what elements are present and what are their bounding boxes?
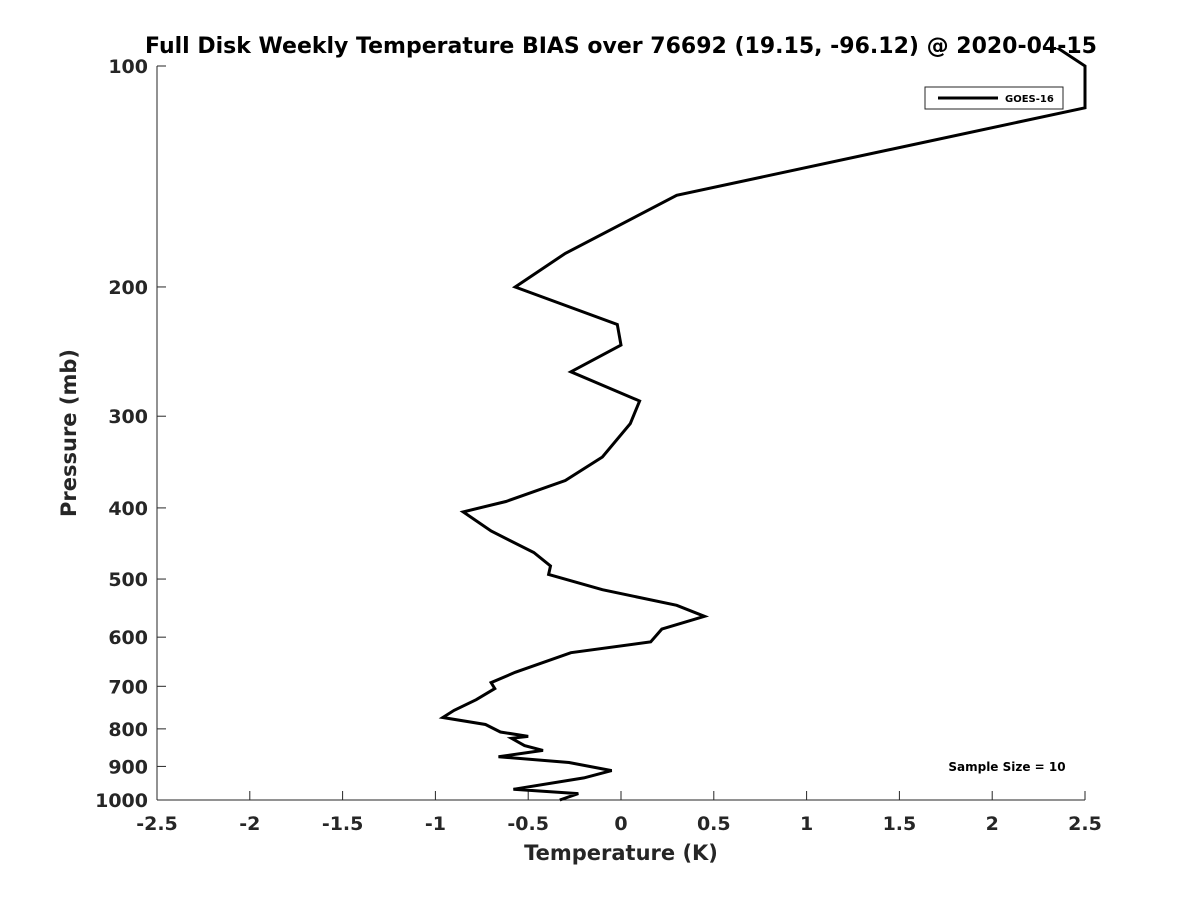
x-tick-label: 2 (986, 813, 999, 835)
y-tick-label: 900 (108, 756, 148, 778)
y-tick-label: 800 (108, 719, 148, 741)
x-tick-label: 2.5 (1068, 813, 1102, 835)
y-tick-label: 1000 (95, 790, 148, 812)
y-tick-label: 700 (108, 676, 148, 698)
x-tick-label: 0 (614, 813, 627, 835)
y-tick-label: 500 (108, 569, 148, 591)
y-tick-label: 300 (108, 406, 148, 428)
y-tick-label: 100 (108, 56, 148, 78)
x-tick-label: 1.5 (883, 813, 917, 835)
y-ticks: 100 200 300 400 500 600 700 800 900 1000 (95, 56, 166, 812)
x-tick-label: -1 (425, 813, 446, 835)
legend: GOES-16 (924, 86, 1064, 110)
x-tick-label: 0.5 (697, 813, 731, 835)
series-line-goes16 (438, 48, 1087, 802)
x-axis-label: Temperature (K) (524, 841, 718, 865)
x-ticks: -2.5 -2 -1.5 -1 -0.5 0 0.5 1 1.5 2 2.5 (136, 791, 1102, 835)
y-tick-label: 200 (108, 277, 148, 299)
x-tick-label: -0.5 (507, 813, 549, 835)
chart-title: Full Disk Weekly Temperature BIAS over 7… (145, 34, 1097, 59)
y-axis-label: Pressure (mb) (57, 349, 81, 517)
y-tick-label: 400 (108, 498, 148, 520)
sample-size-annotation: Sample Size = 10 (948, 760, 1065, 774)
y-tick-label: 600 (108, 627, 148, 649)
x-tick-label: -2 (239, 813, 260, 835)
x-tick-label: -2.5 (136, 813, 178, 835)
x-tick-label: -1.5 (322, 813, 364, 835)
legend-label-goes16: GOES-16 (1005, 94, 1054, 105)
x-tick-label: 1 (800, 813, 813, 835)
series-layer (438, 48, 1087, 802)
